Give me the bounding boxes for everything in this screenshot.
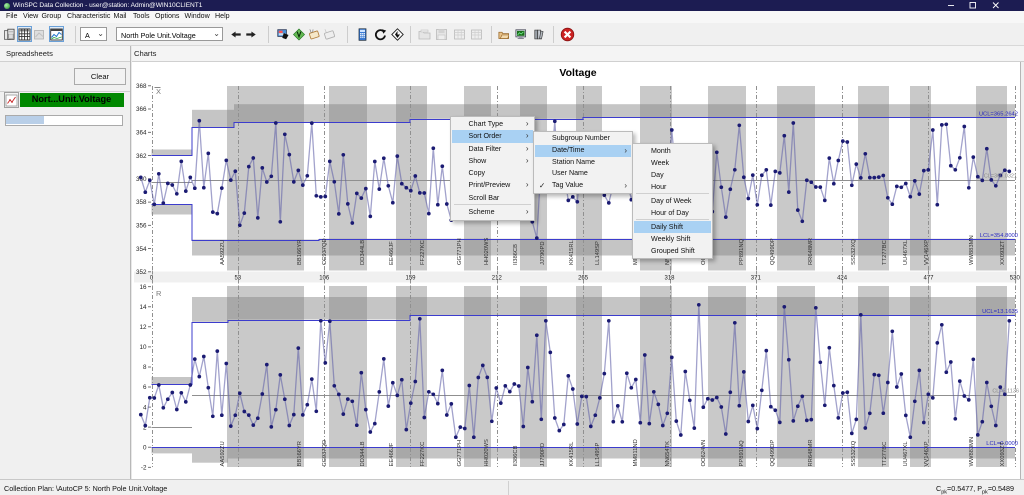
svg-text:VV146XP: VV146XP (924, 240, 930, 265)
svg-text:KK415RL: KK415RL (569, 441, 575, 467)
svg-text:352: 352 (136, 269, 147, 276)
svg-text:MM811ND: MM811ND (633, 439, 639, 466)
svg-text:JJ790PD: JJ790PD (540, 241, 546, 265)
svg-text:366: 366 (136, 106, 147, 113)
svg-text:8: 8 (143, 364, 147, 371)
svg-text:WW883MN: WW883MN (969, 235, 975, 265)
svg-text:XX093ZT: XX093ZT (1000, 240, 1006, 265)
svg-text:4: 4 (143, 404, 147, 411)
svg-text:X: X (156, 87, 161, 96)
svg-text:EE466JF: EE466JF (389, 241, 395, 265)
svg-text:14: 14 (139, 304, 147, 311)
svg-text:CL=360.0321: CL=360.0321 (984, 174, 1017, 180)
svg-text:WW883MN: WW883MN (969, 437, 975, 467)
svg-text:RR648MR: RR648MR (808, 238, 814, 265)
svg-text:2: 2 (143, 424, 147, 431)
svg-text:SS532XQ: SS532XQ (851, 440, 857, 466)
svg-text:DD344LB: DD344LB (360, 441, 366, 466)
svg-text:362: 362 (136, 153, 147, 160)
svg-text:GG771PH: GG771PH (457, 440, 463, 467)
svg-text:HH020WS: HH020WS (484, 237, 490, 265)
svg-text:LL149SP: LL149SP (595, 443, 601, 467)
svg-text:QQ499DP: QQ499DP (770, 440, 776, 467)
svg-text:-2: -2 (141, 465, 147, 472)
svg-text:0: 0 (143, 444, 147, 451)
svg-text:477: 477 (923, 276, 934, 282)
svg-text:II386CB: II386CB (513, 445, 519, 466)
svg-text:UCL=365.2642: UCL=365.2642 (979, 111, 1018, 117)
svg-text:6: 6 (143, 384, 147, 391)
svg-text:PP891NQ: PP891NQ (739, 238, 745, 265)
svg-text:368: 368 (136, 83, 147, 90)
svg-text:VV146XP: VV146XP (924, 441, 930, 466)
svg-text:212: 212 (492, 276, 503, 282)
svg-text:318: 318 (664, 276, 675, 282)
svg-text:159: 159 (405, 276, 416, 282)
svg-text:12: 12 (139, 324, 147, 331)
svg-text:364: 364 (136, 130, 147, 137)
svg-text:356: 356 (136, 223, 147, 230)
svg-text:LCL=354.8000: LCL=354.8000 (980, 233, 1018, 239)
svg-text:CC937QD: CC937QD (322, 440, 328, 467)
svg-text:OO624VN: OO624VN (701, 440, 707, 467)
svg-text:NN654TK: NN654TK (665, 441, 671, 467)
svg-text:GG771PH: GG771PH (457, 238, 463, 265)
svg-text:RR648MR: RR648MR (808, 439, 814, 466)
svg-text:TT277BC: TT277BC (882, 240, 888, 265)
svg-text:II386CB: II386CB (513, 244, 519, 265)
svg-text:AA592ZU: AA592ZU (220, 441, 226, 466)
svg-text:424: 424 (837, 276, 848, 282)
svg-text:LL149SP: LL149SP (595, 241, 601, 265)
svg-text:HH020WS: HH020WS (484, 439, 490, 467)
svg-text:EE466JF: EE466JF (389, 442, 395, 466)
svg-text:BB166YR: BB166YR (297, 240, 303, 265)
svg-text:CC937QD: CC937QD (322, 238, 328, 265)
svg-text:BB166YR: BB166YR (297, 441, 303, 466)
svg-text:265: 265 (578, 276, 589, 282)
svg-text:FF227KC: FF227KC (420, 240, 426, 265)
svg-text:AA592ZU: AA592ZU (220, 240, 226, 265)
svg-text:R: R (156, 289, 162, 298)
svg-text:XX093ZT: XX093ZT (1000, 442, 1006, 467)
svg-text:358: 358 (136, 199, 147, 206)
svg-text:TT277BC: TT277BC (882, 442, 888, 467)
svg-text:DD344LB: DD344LB (360, 240, 366, 265)
svg-text:16: 16 (139, 284, 147, 291)
svg-text:53: 53 (234, 276, 241, 282)
svg-text:QQ499DP: QQ499DP (770, 238, 776, 265)
svg-text:CL=5.1136: CL=5.1136 (992, 389, 1019, 395)
svg-text:FF227KC: FF227KC (420, 442, 426, 467)
svg-text:0: 0 (150, 276, 154, 282)
svg-text:354: 354 (136, 246, 147, 253)
svg-text:SS532XQ: SS532XQ (851, 239, 857, 265)
svg-text:106: 106 (319, 276, 330, 282)
svg-text:LCL=0.0000: LCL=0.0000 (986, 441, 1018, 447)
svg-text:JJ790PD: JJ790PD (540, 443, 546, 467)
svg-text:371: 371 (751, 276, 762, 282)
svg-text:530: 530 (1010, 276, 1021, 282)
svg-text:UU467XL: UU467XL (903, 441, 909, 467)
svg-text:PP891NQ: PP891NQ (739, 440, 745, 467)
svg-text:KK415RL: KK415RL (569, 239, 575, 265)
svg-text:UU467XL: UU467XL (903, 239, 909, 265)
svg-text:10: 10 (139, 344, 147, 351)
svg-text:UCL=13.1635: UCL=13.1635 (982, 309, 1018, 315)
